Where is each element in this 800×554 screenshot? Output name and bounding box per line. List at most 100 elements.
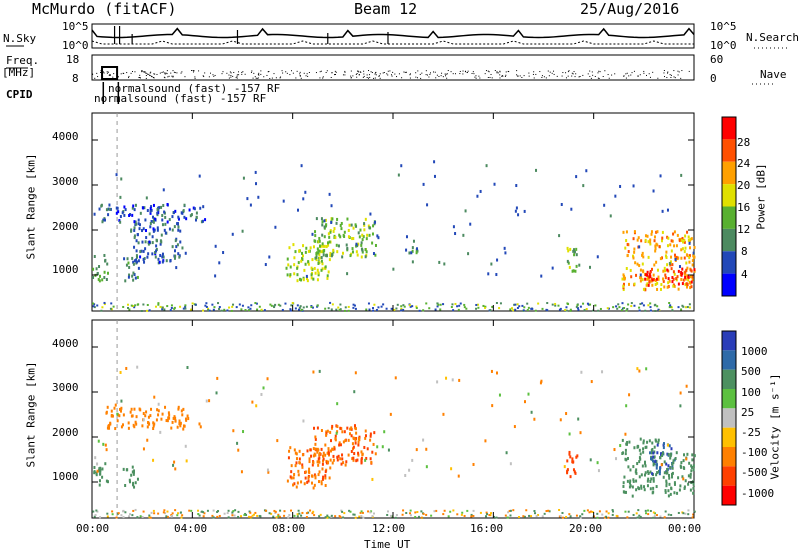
cell: [402, 308, 405, 311]
freq-dot: [172, 76, 174, 78]
cell: [306, 279, 309, 283]
cell: [106, 405, 109, 409]
cell: [248, 515, 251, 518]
cell: [300, 164, 303, 168]
cell: [314, 476, 317, 480]
cell: [211, 514, 214, 517]
cell: [650, 457, 653, 461]
cell: [523, 515, 526, 518]
cell: [159, 242, 162, 246]
freq-dot: [373, 77, 375, 79]
cell: [470, 515, 473, 518]
freq-dot: [491, 77, 493, 79]
cell: [246, 197, 249, 201]
cell: [177, 217, 180, 221]
freq-dot: [571, 75, 573, 77]
cell: [128, 273, 131, 277]
cell: [671, 466, 674, 470]
freq-dot: [210, 72, 212, 74]
cell: [360, 510, 363, 513]
cell: [339, 516, 342, 519]
cell: [138, 223, 141, 227]
cell: [102, 218, 105, 222]
freq-dot: [192, 70, 194, 72]
cell: [450, 306, 453, 309]
cell: [652, 463, 655, 467]
cell: [202, 511, 205, 514]
cell: [648, 439, 651, 443]
cell: [625, 404, 628, 408]
freq-dot: [516, 75, 518, 77]
cell: [290, 509, 293, 512]
freq-dot: [286, 72, 288, 74]
freq-dot: [180, 72, 182, 74]
freq-dot: [445, 73, 447, 75]
cell: [656, 243, 659, 247]
cell: [629, 268, 632, 272]
cell: [339, 443, 342, 447]
cell: [579, 515, 582, 518]
cell: [318, 456, 321, 460]
cell: [103, 303, 106, 306]
cell: [623, 277, 626, 281]
freq-dot: [251, 70, 253, 72]
cell: [305, 305, 308, 308]
cell: [672, 459, 675, 463]
cell: [311, 258, 314, 262]
cell: [676, 233, 679, 237]
cell: [263, 309, 266, 312]
freq-dot: [320, 70, 322, 72]
cell: [619, 184, 622, 188]
freq-dot: [597, 72, 599, 74]
cell: [273, 509, 276, 512]
cell: [365, 237, 368, 241]
cell: [174, 509, 177, 512]
freq-dot: [374, 77, 376, 79]
cell: [165, 259, 168, 263]
cell: [459, 302, 462, 305]
cell: [437, 303, 440, 306]
cell: [628, 440, 631, 444]
cell: [582, 302, 585, 305]
cell: [134, 259, 137, 263]
cell: [679, 391, 682, 395]
cell: [343, 235, 346, 239]
cell: [131, 514, 134, 517]
cell: [493, 182, 496, 186]
cell: [635, 479, 638, 483]
cell: [667, 236, 670, 240]
cell: [304, 470, 307, 474]
cell: [315, 253, 318, 257]
cell: [301, 463, 304, 467]
cell: [133, 407, 136, 411]
cell: [622, 284, 625, 288]
cell: [361, 248, 364, 252]
cell: [151, 241, 154, 245]
freq-dot: [633, 70, 635, 72]
freq-dot: [131, 70, 133, 72]
freq-dot: [533, 71, 535, 73]
cell: [294, 250, 297, 254]
cell: [522, 515, 525, 518]
cell: [643, 485, 646, 489]
cell: [372, 442, 375, 446]
cell: [687, 278, 690, 282]
cell: [165, 515, 168, 518]
freq-dot: [371, 72, 373, 74]
cell: [678, 488, 681, 492]
cell: [671, 309, 674, 312]
cell: [334, 236, 337, 240]
cell: [484, 306, 487, 309]
cell: [454, 232, 457, 236]
cell: [651, 283, 654, 287]
cell: [644, 445, 647, 449]
freq-dot: [109, 74, 111, 76]
cell: [637, 509, 640, 512]
cell: [327, 270, 330, 274]
freq-dot: [405, 71, 407, 73]
freq-dot: [623, 75, 625, 77]
cell: [526, 309, 529, 312]
cell: [624, 432, 627, 436]
cell: [645, 367, 648, 371]
